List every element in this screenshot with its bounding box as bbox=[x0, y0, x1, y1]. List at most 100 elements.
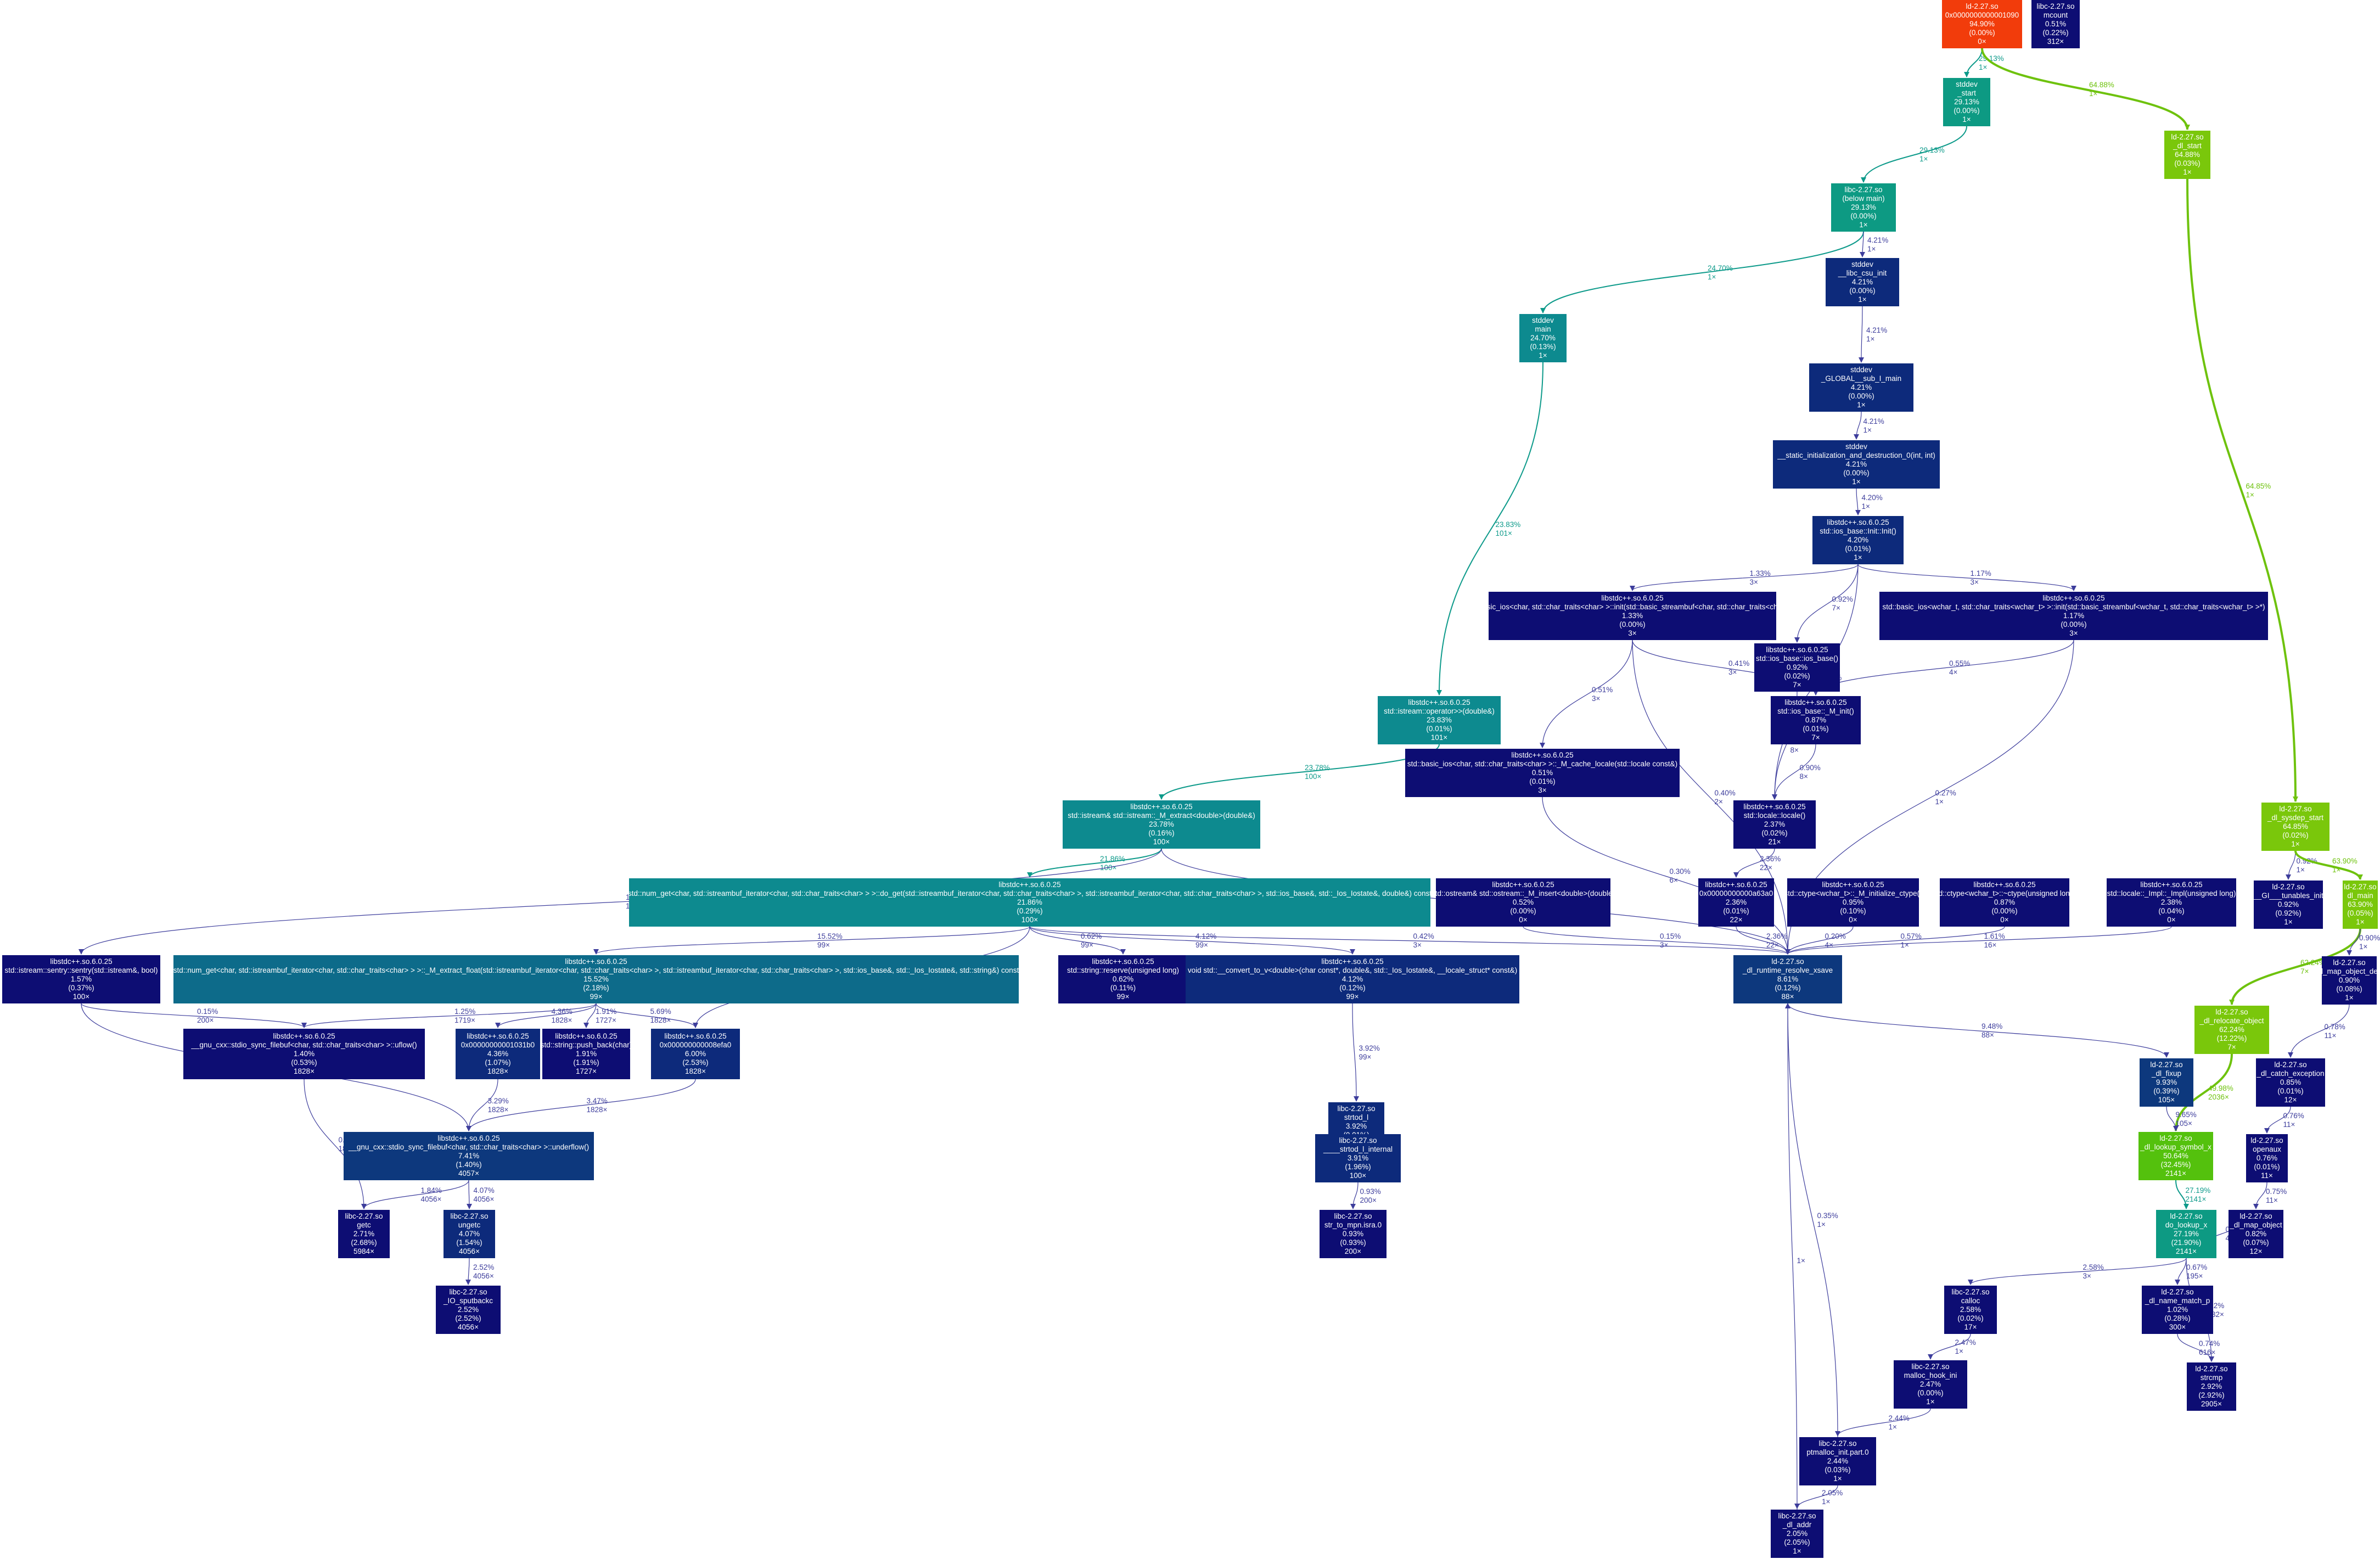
edge-percent-label: 0.74% bbox=[2199, 1339, 2220, 1348]
edge-call-count-label: 616× bbox=[2199, 1348, 2215, 1356]
edge-call-count-label: 16× bbox=[1984, 941, 1997, 949]
edge-percent-label: 0.90% bbox=[2359, 934, 2380, 942]
call-graph-node: ld-2.27.so _dl_relocate_object 62.24% (12.2… bbox=[2194, 1006, 2269, 1054]
node-inclusive-cost: 27.19% bbox=[2174, 1230, 2199, 1238]
node-module: ld-2.27.so bbox=[2333, 958, 2366, 967]
call-graph-node: ld-2.27.so 0x0000000000001090 94.90% (0.00%… bbox=[1942, 0, 2022, 48]
node-self-cost: (0.93%) bbox=[1340, 1238, 1366, 1247]
edge-percent-label: 0.78% bbox=[2325, 1023, 2345, 1031]
node-self-cost: (2.18%) bbox=[583, 984, 609, 992]
node-function: mcount bbox=[2043, 11, 2068, 19]
node-inclusive-cost: 2.44% bbox=[1827, 1457, 1849, 1465]
node-function: (below main) bbox=[1842, 194, 1885, 203]
node-module: libstdc++.so.6.0.25 bbox=[1973, 881, 2036, 889]
node-function: __gnu_cxx::stdio_sync_filebuf<char, std:… bbox=[191, 1041, 417, 1049]
edge-call-count-label: 3× bbox=[1728, 668, 1737, 676]
edge-percent-label: 49.98% bbox=[2208, 1084, 2233, 1092]
call-edge bbox=[495, 1003, 597, 1028]
node-inclusive-cost: 94.90% bbox=[1969, 20, 1995, 28]
call-graph-node: libc-2.27.so getc 2.71% (2.68%) 5984× bbox=[338, 1210, 390, 1258]
node-inclusive-cost: 0.52% bbox=[1512, 898, 1534, 906]
node-call-count: 7× bbox=[2227, 1043, 2236, 1051]
node-inclusive-cost: 4.21% bbox=[1851, 278, 1873, 286]
node-function: _dl_map_object_deps bbox=[2322, 967, 2377, 975]
call-edge bbox=[1861, 126, 1967, 183]
call-edge bbox=[1855, 488, 1861, 515]
edge-call-count-label: 200× bbox=[1360, 1196, 1377, 1204]
node-call-count: 2141× bbox=[2176, 1247, 2197, 1255]
node-module: libstdc++.so.6.0.25 bbox=[2042, 594, 2105, 602]
node-self-cost: (0.02%) bbox=[1957, 1314, 1984, 1322]
node-module: libstdc++.so.6.0.25 bbox=[998, 881, 1061, 889]
edge-percent-label: 2.05% bbox=[1822, 1489, 1843, 1497]
edge-call-count-label: 3× bbox=[1971, 578, 1979, 586]
edge-percent-label: 0.93% bbox=[1360, 1187, 1381, 1196]
node-self-cost: (1.96%) bbox=[1345, 1163, 1371, 1171]
node-inclusive-cost: 1.91% bbox=[575, 1050, 597, 1058]
call-graph-node: ld-2.27.so do_lookup_x 27.19% (21.90%) 2141× bbox=[2156, 1210, 2216, 1258]
node-call-count: 2905× bbox=[2201, 1400, 2222, 1408]
call-edge bbox=[2186, 178, 2298, 802]
edge-percent-label: 4.36% bbox=[552, 1007, 572, 1016]
node-inclusive-cost: 0.95% bbox=[1842, 898, 1864, 906]
node-self-cost: (0.00%) bbox=[1850, 212, 1877, 220]
edge-percent-label: 0.42% bbox=[1413, 932, 1434, 940]
node-inclusive-cost: 2.36% bbox=[1725, 898, 1747, 906]
edge-call-count-label: 99× bbox=[1081, 941, 1093, 949]
call-graph-node: libc-2.27.so malloc_hook_ini 2.47% (0.00%) 1… bbox=[1894, 1360, 1967, 1409]
node-function: std::istream::sentry::sentry(std::istrea… bbox=[4, 966, 158, 974]
node-self-cost: (0.00%) bbox=[2061, 620, 2087, 629]
node-function: getc bbox=[357, 1221, 371, 1229]
edge-percent-label: 9.48% bbox=[1982, 1022, 2002, 1030]
node-call-count: 105× bbox=[2158, 1096, 2175, 1104]
edge-percent-label: 29.13% bbox=[1919, 146, 1945, 154]
node-module: libstdc++.so.6.0.25 bbox=[2140, 881, 2203, 889]
node-module: stddev bbox=[1956, 80, 1978, 88]
node-inclusive-cost: 3.91% bbox=[1347, 1154, 1369, 1162]
edge-call-count-label: 4× bbox=[1949, 668, 1957, 676]
node-function: calloc bbox=[1961, 1297, 1980, 1305]
call-graph-node: ld-2.27.so _dl_lookup_symbol_x 50.64% (32.4… bbox=[2138, 1132, 2213, 1180]
node-inclusive-cost: 23.83% bbox=[1427, 716, 1452, 724]
node-module: libc-2.27.so bbox=[1911, 1362, 1950, 1371]
node-function: std::num_get<char, std::istreambuf_itera… bbox=[629, 889, 1430, 898]
edge-call-count-label: 4056× bbox=[421, 1195, 442, 1203]
node-module: stddev bbox=[1850, 366, 1872, 374]
node-self-cost: (0.03%) bbox=[1825, 1466, 1851, 1474]
node-inclusive-cost: 4.20% bbox=[1847, 536, 1869, 544]
node-inclusive-cost: 1.57% bbox=[70, 975, 92, 983]
node-inclusive-cost: 0.51% bbox=[2045, 20, 2067, 28]
node-module: libstdc++.so.6.0.25 bbox=[273, 1032, 335, 1040]
node-function: std::basic_ios<char, std::char_traits<ch… bbox=[1489, 603, 1776, 611]
call-edge bbox=[1857, 564, 2076, 591]
node-function: std::string::reserve(unsigned long) bbox=[1066, 966, 1180, 974]
edge-percent-label: 62.24% bbox=[2300, 958, 2326, 967]
call-graph-node: ld-2.27.so _dl_name_match_p 1.02% (0.28%) 30… bbox=[2142, 1286, 2213, 1334]
edge-call-count-label: 1× bbox=[2359, 943, 2367, 951]
node-call-count: 1× bbox=[1852, 478, 1861, 486]
node-function: __libc_csu_init bbox=[1838, 269, 1887, 277]
node-module: libstdc++.so.6.0.25 bbox=[467, 1032, 529, 1040]
node-call-count: 99× bbox=[1346, 992, 1359, 1001]
node-call-count: 99× bbox=[1116, 992, 1130, 1001]
edge-percent-label: 0.15% bbox=[197, 1007, 218, 1016]
node-function: ptmalloc_init.part.0 bbox=[1806, 1448, 1869, 1456]
node-inclusive-cost: 2.52% bbox=[457, 1305, 479, 1314]
edge-call-count-label: 88× bbox=[1982, 1031, 1994, 1039]
edge-call-count-label: 1× bbox=[1862, 502, 1870, 511]
node-function: std::string::push_back(char) bbox=[542, 1041, 630, 1049]
edge-percent-label: 21.86% bbox=[1100, 855, 1125, 863]
edge-percent-label: 4.12% bbox=[1195, 932, 1216, 940]
call-edge bbox=[1854, 411, 1862, 440]
node-call-count: 0× bbox=[1519, 916, 1528, 924]
edge-call-count-label: 105× bbox=[2176, 1119, 2192, 1128]
node-function: _dl_fixup bbox=[2151, 1069, 2182, 1078]
node-function: std::ios_base::Init::Init() bbox=[1820, 527, 1896, 535]
edge-percent-label: 3.92% bbox=[1359, 1044, 1380, 1052]
node-call-count: 1828× bbox=[487, 1067, 508, 1075]
edge-percent-label: 2.47% bbox=[1955, 1338, 1976, 1347]
call-graph-node: stddev __static_initialization_and_destru… bbox=[1773, 440, 1940, 489]
call-edge bbox=[2175, 1180, 2189, 1209]
call-graph-node: libstdc++.so.6.0.25 std::locale::_Impl::_… bbox=[2107, 878, 2236, 927]
edge-percent-label: 3.47% bbox=[587, 1097, 608, 1105]
